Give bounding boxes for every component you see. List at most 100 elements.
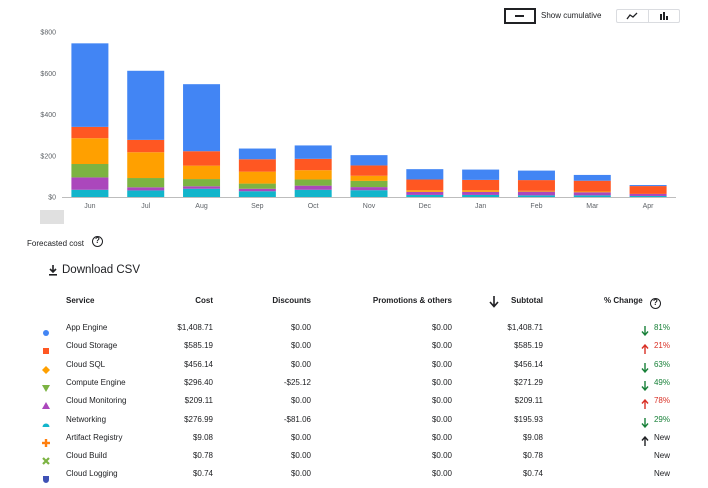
bar-segment-app-engine-aug[interactable] <box>183 84 221 152</box>
table-row[interactable]: Compute Engine $296.40 -$25.12 $0.00 $271.29… <box>0 374 708 392</box>
bar-segment-compute-engine-aug[interactable] <box>183 179 221 187</box>
bar-segment-app-engine-mar[interactable] <box>573 174 611 181</box>
bar-segment-cloud-sql-aug[interactable] <box>183 165 221 180</box>
bar-segment-cloud-monitoring-aug[interactable] <box>183 186 221 189</box>
header-discounts[interactable]: Discounts <box>272 296 311 305</box>
arrow-up-icon <box>641 396 649 414</box>
bar-segment-cloud-monitoring-oct[interactable] <box>294 185 332 190</box>
bar-segment-cloud-storage-jul[interactable] <box>127 139 165 153</box>
bar-segment-cloud-monitoring-apr[interactable] <box>629 193 667 196</box>
bar-segment-cloud-sql-feb[interactable] <box>517 190 555 192</box>
table-row[interactable]: Networking $276.99 -$81.06 $0.00 $195.93 29% <box>0 411 708 429</box>
bar-segment-cloud-monitoring-jan[interactable] <box>462 191 500 195</box>
bar-segment-cloud-storage-sep[interactable] <box>238 159 276 172</box>
bar-segment-cloud-monitoring-jun[interactable] <box>71 177 109 190</box>
service-name: Cloud SQL <box>66 359 106 369</box>
bar-segment-cloud-sql-jun[interactable] <box>71 138 109 164</box>
bar-segment-networking-jul[interactable] <box>127 190 165 197</box>
bar-segment-cloud-monitoring-nov[interactable] <box>350 187 388 191</box>
promotions-value: $0.00 <box>431 451 452 461</box>
bar-segment-cloud-sql-jan[interactable] <box>462 190 500 192</box>
change-help-icon[interactable]: ? <box>650 298 661 309</box>
percent-change-value: 63% <box>653 359 670 369</box>
discounts-value: -$81.06 <box>283 414 311 424</box>
bar-segment-app-engine-jun[interactable] <box>71 43 109 127</box>
bar-segment-app-engine-apr[interactable] <box>629 185 667 187</box>
service-name: Cloud Build <box>66 451 107 461</box>
bar-chart-button[interactable] <box>647 10 680 22</box>
table-row[interactable]: App Engine $1,408.71 $0.00 $0.00 $1,408.71 81… <box>0 319 708 337</box>
bar-segment-networking-feb[interactable] <box>517 195 555 197</box>
bar-segment-app-engine-jan[interactable] <box>462 169 500 180</box>
line-chart-icon <box>626 12 638 20</box>
promotions-value: $0.00 <box>431 469 452 479</box>
bar-segment-networking-apr[interactable] <box>629 195 667 197</box>
bar-segment-cloud-storage-nov[interactable] <box>350 165 388 176</box>
show-cumulative-toggle[interactable] <box>504 8 536 24</box>
bar-segment-cloud-sql-nov[interactable] <box>350 175 388 181</box>
header-promotions[interactable]: Promotions & others <box>372 296 452 305</box>
percent-change-value: 29% <box>653 414 670 424</box>
bar-segment-cloud-storage-oct[interactable] <box>294 158 332 171</box>
bar-segment-networking-dec[interactable] <box>406 194 444 197</box>
bar-segment-compute-engine-nov[interactable] <box>350 180 388 188</box>
bar-segment-cloud-storage-apr[interactable] <box>629 186 667 194</box>
bar-segment-compute-engine-jul[interactable] <box>127 178 165 188</box>
header-subtotal[interactable]: Subtotal <box>511 296 543 305</box>
bar-segment-cloud-storage-mar[interactable] <box>573 180 611 192</box>
header-percent-change[interactable]: % Change <box>604 296 643 305</box>
bar-segment-compute-engine-oct[interactable] <box>294 179 332 186</box>
bar-segment-cloud-storage-jan[interactable] <box>462 179 500 191</box>
bar-segment-app-engine-nov[interactable] <box>350 155 388 166</box>
table-row[interactable]: Cloud SQL $456.14 $0.00 $0.00 $456.14 63% <box>0 356 708 374</box>
bar-segment-cloud-sql-oct[interactable] <box>294 170 332 180</box>
bar-segment-compute-engine-jun[interactable] <box>71 164 109 178</box>
bar-segment-networking-sep[interactable] <box>238 191 276 197</box>
bar-segment-app-engine-dec[interactable] <box>406 169 444 180</box>
bar-segment-cloud-storage-jun[interactable] <box>71 126 109 139</box>
bar-segment-cloud-storage-feb[interactable] <box>517 180 555 191</box>
bar-segment-app-engine-jul[interactable] <box>127 70 165 140</box>
table-row[interactable]: Cloud Storage $585.19 $0.00 $0.00 $585.19 21% <box>0 337 708 355</box>
line-chart-button[interactable] <box>617 10 648 22</box>
bar-segment-cloud-monitoring-jul[interactable] <box>127 187 165 191</box>
sort-descending-icon[interactable] <box>489 296 499 308</box>
table-row[interactable]: Cloud Logging $0.74 $0.00 $0.00 $0.74 New <box>0 465 708 484</box>
bar-segment-cloud-monitoring-mar[interactable] <box>573 192 611 196</box>
bar-segment-cloud-sql-dec[interactable] <box>406 190 444 192</box>
bar-segment-app-engine-sep[interactable] <box>238 148 276 160</box>
header-service[interactable]: Service <box>66 296 95 305</box>
download-icon <box>49 264 57 276</box>
header-cost[interactable]: Cost <box>195 296 213 305</box>
bar-segment-compute-engine-sep[interactable] <box>238 183 276 189</box>
bar-segment-cloud-sql-mar[interactable] <box>573 191 611 193</box>
bar-segment-cloud-sql-jul[interactable] <box>127 152 165 179</box>
download-csv-button[interactable]: Download CSV <box>48 264 140 276</box>
bar-segment-app-engine-oct[interactable] <box>294 145 332 159</box>
bar-segment-networking-oct[interactable] <box>294 189 332 197</box>
table-row[interactable]: Cloud Build $0.78 $0.00 $0.00 $0.78 New <box>0 447 708 465</box>
chart-view-switch <box>616 9 680 23</box>
bar-segment-networking-nov[interactable] <box>350 190 388 197</box>
cost-value: $209.11 <box>184 396 213 406</box>
table-row[interactable]: Artifact Registry $9.08 $0.00 $0.00 $9.08 New <box>0 429 708 447</box>
bar-segment-cloud-monitoring-dec[interactable] <box>406 191 444 195</box>
bar-segment-networking-jan[interactable] <box>462 194 500 197</box>
shield-marker-icon <box>42 470 50 488</box>
bar-segment-app-engine-feb[interactable] <box>517 170 555 181</box>
bar-segment-networking-aug[interactable] <box>183 188 221 197</box>
bar-segment-cloud-storage-dec[interactable] <box>406 179 444 191</box>
bar-segment-cloud-monitoring-sep[interactable] <box>238 188 276 192</box>
bar-segment-networking-mar[interactable] <box>573 195 611 197</box>
bar-segment-cloud-storage-aug[interactable] <box>183 151 221 166</box>
cost-value: $296.40 <box>184 377 213 387</box>
forecast-help-icon[interactable]: ? <box>92 236 103 247</box>
percent-change-value: 21% <box>653 341 670 351</box>
bar-segment-cloud-monitoring-feb[interactable] <box>517 191 555 196</box>
table-row[interactable]: Cloud Monitoring $209.11 $0.00 $0.00 $209.11… <box>0 392 708 410</box>
bar-segment-cloud-sql-sep[interactable] <box>238 171 276 184</box>
bar-segment-networking-jun[interactable] <box>71 189 109 197</box>
percent-change-value: 81% <box>653 323 670 332</box>
cost-value: $456.14 <box>184 359 213 369</box>
chart-range-handle[interactable] <box>40 210 64 224</box>
